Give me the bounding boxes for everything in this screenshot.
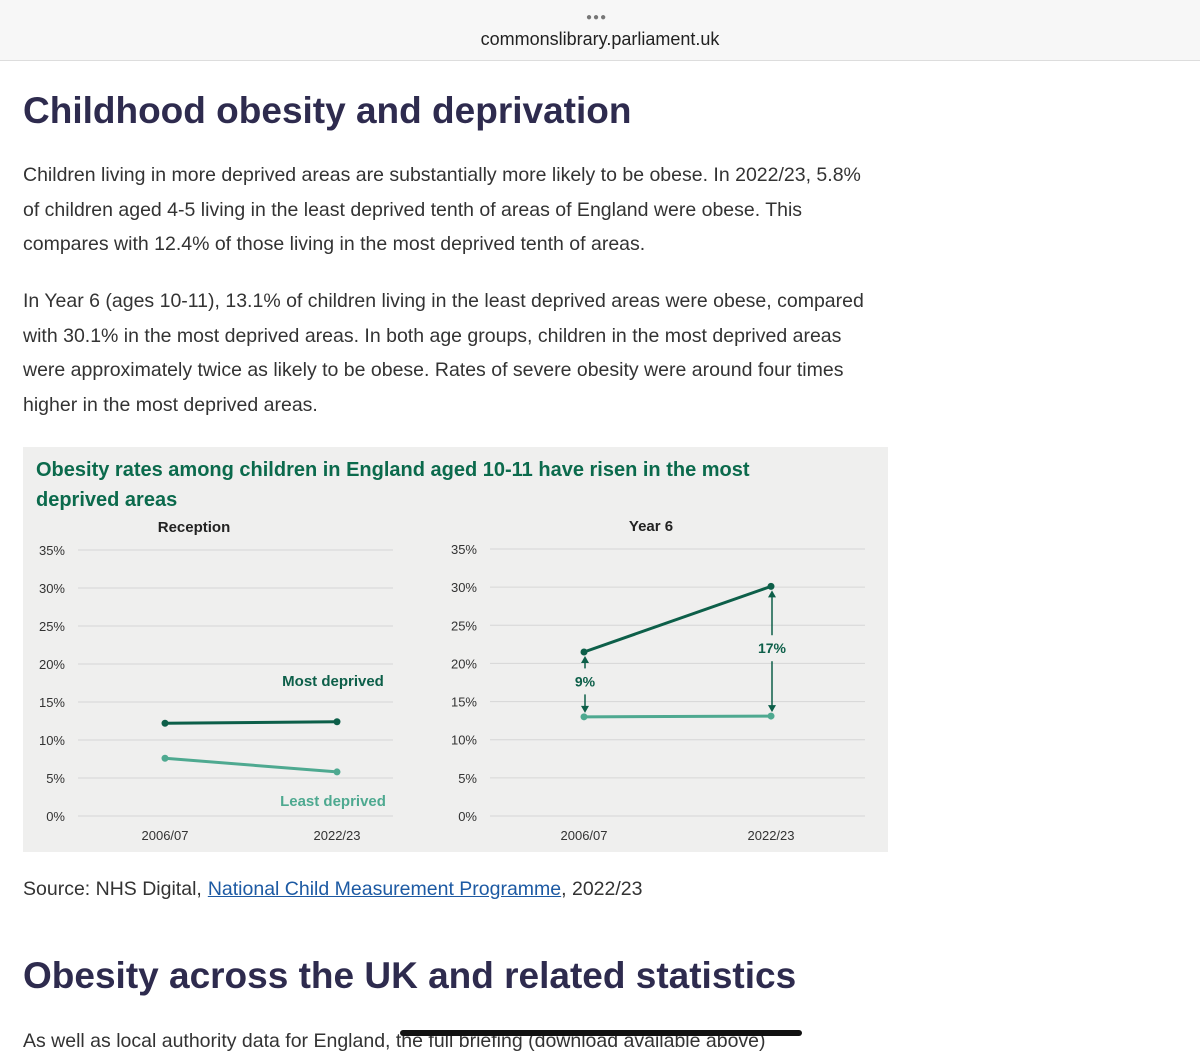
y-tick-label: 20% [39, 657, 65, 672]
x-tick-label: 2022/23 [748, 828, 795, 843]
y-tick-label: 30% [451, 580, 477, 595]
y-tick-label: 15% [451, 695, 477, 710]
series-label: Most deprived [282, 673, 384, 690]
chart-title: Year 6 [629, 518, 673, 535]
series-label: Least deprived [280, 793, 386, 810]
y-tick-label: 35% [451, 542, 477, 557]
figure-title: Obesity rates among children in England … [36, 459, 750, 511]
source: Source: NHS Digital, National Child Measu… [23, 878, 642, 901]
data-point [333, 768, 341, 776]
source-link[interactable]: National Child Measurement Programme [207, 878, 562, 900]
home-indicator [400, 1030, 802, 1036]
arrow-head [768, 590, 776, 598]
y-tick-label: 0% [458, 809, 477, 824]
menu-dots[interactable]: ●●● [586, 12, 608, 23]
data-point [580, 648, 588, 656]
y-tick-label: 30% [39, 581, 65, 596]
paragraph: In Year 6 (ages 10-11), 13.1% of childre… [23, 290, 864, 416]
source-prefix: Source: NHS Digital, [23, 878, 202, 900]
x-tick-label: 2006/07 [561, 828, 608, 843]
y-tick-label: 5% [458, 771, 477, 786]
data-point [333, 718, 341, 726]
data-point [767, 582, 775, 590]
annotation: 9% [575, 673, 596, 689]
y-tick-label: 25% [451, 618, 477, 633]
series-line [583, 714, 772, 719]
y-tick-label: 5% [46, 771, 65, 786]
y-tick-label: 10% [451, 733, 477, 748]
x-tick-label: 2022/23 [314, 828, 361, 843]
heading: Childhood obesity and deprivation [23, 90, 632, 131]
arrow-head [581, 655, 589, 663]
data-point [580, 713, 588, 721]
series-line [164, 720, 338, 725]
y-tick-label: 15% [39, 695, 65, 710]
y-tick-label: 25% [39, 619, 65, 634]
y-tick-label: 0% [46, 809, 65, 824]
data-point [161, 754, 169, 762]
heading: Obesity across the UK and related statis… [23, 955, 797, 996]
arrow-head [768, 705, 776, 713]
data-point [767, 712, 775, 720]
source-suffix: , 2022/23 [561, 878, 643, 900]
figure: Obesity rates among children in England … [23, 447, 888, 852]
x-tick-label: 2006/07 [142, 828, 189, 843]
y-tick-label: 35% [39, 543, 65, 558]
browser-bar: ●●● commonslibrary.parliament.uk [0, 0, 1200, 61]
url[interactable]: commonslibrary.parliament.uk [480, 29, 720, 49]
data-point [161, 719, 169, 727]
series-line [164, 756, 338, 774]
y-tick-label: 20% [451, 656, 477, 671]
paragraph: Children living in more deprived areas a… [23, 164, 861, 255]
arrow-head [581, 705, 589, 713]
chart: Obesity rates among children in England … [36, 459, 865, 843]
y-tick-label: 10% [39, 733, 65, 748]
annotation: 17% [758, 640, 787, 656]
figure-title-box: Obesity rates among children in England … [36, 459, 750, 511]
chart-title: Reception [158, 519, 231, 536]
series-line [583, 584, 772, 654]
